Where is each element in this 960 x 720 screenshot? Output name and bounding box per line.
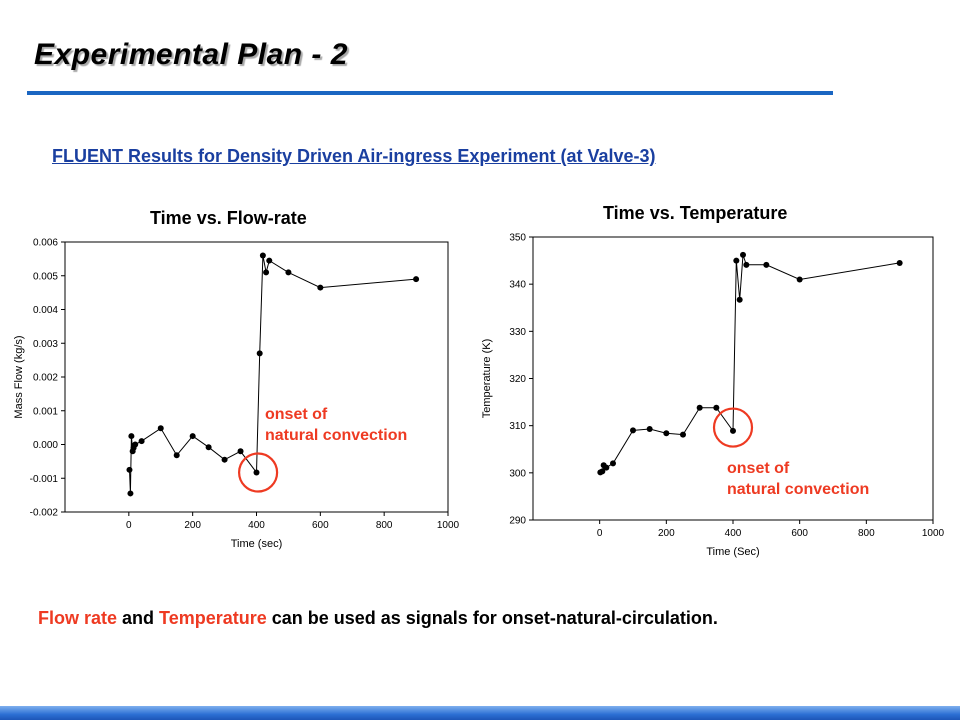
flow-y-tick-label: -0.002	[30, 508, 59, 519]
temperature-y-tick-label: 290	[509, 516, 526, 527]
flow-x-tick-label: 400	[248, 520, 265, 531]
temperature-y-tick-label: 340	[509, 280, 526, 291]
flow-onset-circle	[237, 452, 279, 493]
temperature-y-tick-label: 330	[509, 327, 526, 338]
flow-data-point	[285, 269, 292, 276]
footer-flow-rate: Flow rate	[38, 608, 118, 628]
flow-data-point	[128, 433, 135, 440]
flow-y-tick-label: 0.003	[33, 339, 58, 350]
temperature-x-axis-label: Time (Sec)	[706, 546, 759, 558]
bottom-bar	[0, 706, 960, 720]
temperature-onset-annotation: onset of natural convection	[727, 458, 869, 500]
temperature-x-tick-label: 600	[791, 528, 808, 539]
temperature-data-point	[740, 251, 746, 258]
temperature-data-point	[646, 425, 653, 432]
flow-data-point	[253, 469, 260, 476]
temperature-data-point	[763, 261, 770, 268]
temperature-y-tick-label: 300	[509, 468, 526, 479]
temperature-y-tick-label: 320	[509, 374, 526, 385]
temperature-x-tick-label: 200	[658, 528, 675, 539]
temperature-y-tick-label: 350	[509, 233, 526, 244]
flow-y-tick-label: -0.001	[30, 474, 59, 485]
temperature-data-point	[896, 259, 903, 266]
flow-x-tick-label: 600	[312, 520, 329, 531]
flow-data-point	[205, 444, 212, 451]
flow-data-point	[259, 252, 266, 259]
temperature-data-point	[743, 261, 750, 268]
flow-chart-title: Time vs. Flow-rate	[150, 208, 307, 228]
temperature-annotation-line1: onset of	[727, 460, 790, 477]
flow-y-tick-label: 0.004	[33, 305, 58, 316]
flow-onset-annotation: onset of natural convection	[265, 404, 407, 446]
temperature-chart: 290 300 310 320 330 340 350 0 200 400 600 800 1000 Ti…	[481, 233, 945, 559]
temperature-data-point	[696, 404, 703, 411]
flow-annotation-line2: natural convection	[265, 427, 408, 444]
temperature-data-point	[713, 404, 720, 411]
temperature-annotation-line2: natural convection	[727, 481, 870, 498]
temperature-data-point	[796, 276, 803, 283]
flow-data-point	[132, 441, 139, 448]
temperature-data-point	[730, 427, 736, 434]
temperature-x-tick-label: 800	[858, 528, 875, 539]
flow-y-tick-label: 0.000	[33, 440, 58, 451]
flow-data-point	[173, 452, 180, 459]
flow-data-point	[317, 284, 324, 291]
footer-text-1: and	[117, 608, 160, 628]
flow-annotation-line1: onset of	[265, 406, 328, 423]
subtitle[interactable]: FLUENT Results for Density Driven Air-in…	[52, 146, 656, 166]
flow-data-point	[256, 350, 263, 357]
temperature-data-point	[663, 430, 670, 437]
flow-y-tick-label: 0.006	[33, 238, 58, 249]
footer-temperature: Temperature	[159, 608, 267, 628]
temperature-y-axis-label: Temperature (K)	[481, 339, 493, 418]
flow-x-axis-label: Time (sec)	[231, 538, 283, 550]
temperature-data-point	[736, 296, 743, 303]
flow-data-point	[189, 433, 196, 440]
temperature-data-point	[733, 257, 740, 264]
temperature-chart-title: Time vs. Temperature	[603, 203, 788, 223]
flow-rate-chart: -0.002 -0.001 0.000 0.001 0.002 0.003 0.004 0.0…	[13, 238, 460, 551]
temperature-x-tick-label: 1000	[922, 528, 945, 539]
flow-data-point	[138, 438, 145, 445]
footer-text-2: can be used as signals for onset-natural…	[266, 608, 718, 628]
flow-data-point	[221, 456, 228, 463]
temperature-x-tick-label: 0	[597, 528, 603, 539]
temperature-data-point	[680, 431, 686, 438]
flow-data-point	[127, 490, 134, 497]
footer-statement: Flow rate and Temperature can be used as…	[38, 608, 718, 629]
flow-data-point	[237, 448, 244, 455]
flow-x-tick-label: 800	[376, 520, 393, 531]
flow-data-point	[126, 466, 133, 473]
flow-data-point	[266, 257, 273, 264]
temperature-data-point	[630, 427, 636, 434]
flow-data-point	[413, 276, 420, 283]
flow-x-tick-label: 0	[126, 520, 132, 531]
temperature-onset-circle	[712, 407, 754, 448]
temperature-data-point	[610, 460, 616, 467]
temperature-series-line	[600, 254, 900, 473]
slide-title: Experimental Plan - 2	[34, 38, 348, 71]
temperature-x-tick-label: 400	[725, 528, 742, 539]
flow-y-tick-label: 0.001	[33, 406, 58, 417]
flow-y-tick-label: 0.005	[33, 271, 58, 282]
temperature-y-tick-label: 310	[509, 421, 526, 432]
flow-series-line	[129, 255, 417, 494]
title-rule	[27, 91, 833, 95]
flow-x-tick-label: 200	[184, 520, 201, 531]
flow-y-tick-label: 0.002	[33, 373, 58, 384]
flow-data-point	[157, 425, 164, 432]
temperature-data-point	[603, 464, 610, 471]
flow-y-axis-label: Mass Flow (kg/s)	[13, 335, 25, 418]
temperature-data-point	[599, 468, 606, 475]
flow-x-tick-label: 1000	[437, 520, 460, 531]
flow-data-point	[263, 269, 270, 276]
